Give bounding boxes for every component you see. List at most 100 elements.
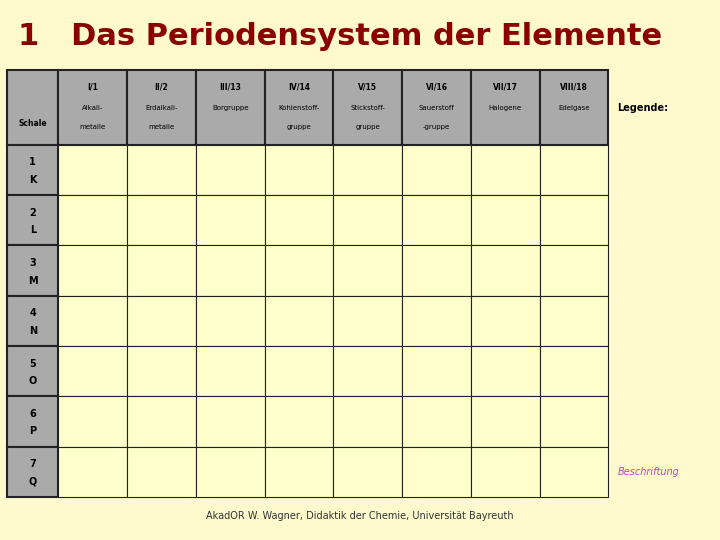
Bar bbox=[471, 447, 539, 497]
Bar bbox=[539, 245, 608, 296]
Bar bbox=[333, 396, 402, 447]
Bar bbox=[58, 447, 127, 497]
Bar bbox=[264, 245, 333, 296]
Text: Borgruppe: Borgruppe bbox=[212, 105, 248, 111]
Bar bbox=[539, 195, 608, 245]
Bar bbox=[264, 145, 333, 195]
Bar bbox=[58, 70, 127, 145]
Bar bbox=[402, 346, 471, 396]
Bar bbox=[196, 447, 264, 497]
Text: metalle: metalle bbox=[79, 124, 106, 130]
Text: 1: 1 bbox=[30, 158, 36, 167]
Bar bbox=[196, 346, 264, 396]
Text: VII/17: VII/17 bbox=[492, 82, 518, 91]
Bar bbox=[402, 447, 471, 497]
Bar bbox=[333, 145, 402, 195]
Text: N: N bbox=[29, 326, 37, 336]
Text: gruppe: gruppe bbox=[356, 124, 380, 130]
Bar bbox=[196, 396, 264, 447]
Bar bbox=[539, 296, 608, 346]
Text: 4: 4 bbox=[30, 308, 36, 318]
Text: 3: 3 bbox=[30, 258, 36, 268]
Bar bbox=[58, 296, 127, 346]
Bar bbox=[264, 346, 333, 396]
Bar bbox=[127, 245, 196, 296]
Bar bbox=[471, 70, 539, 145]
Bar bbox=[402, 245, 471, 296]
Bar bbox=[58, 245, 127, 296]
Bar bbox=[7, 296, 58, 346]
Bar bbox=[127, 296, 196, 346]
Text: 5: 5 bbox=[30, 359, 36, 369]
Bar bbox=[333, 70, 402, 145]
Bar bbox=[196, 245, 264, 296]
Bar bbox=[333, 195, 402, 245]
Bar bbox=[58, 195, 127, 245]
Text: K: K bbox=[29, 175, 37, 185]
Bar bbox=[58, 145, 127, 195]
Bar bbox=[471, 145, 539, 195]
Bar bbox=[402, 70, 471, 145]
Bar bbox=[539, 396, 608, 447]
Text: metalle: metalle bbox=[148, 124, 174, 130]
Bar bbox=[471, 245, 539, 296]
Bar bbox=[127, 145, 196, 195]
Bar bbox=[7, 396, 58, 447]
Bar bbox=[333, 296, 402, 346]
Text: V/15: V/15 bbox=[359, 82, 377, 91]
Bar bbox=[7, 245, 58, 296]
Bar bbox=[539, 70, 608, 145]
Bar bbox=[7, 346, 58, 396]
Text: VI/16: VI/16 bbox=[426, 82, 448, 91]
Text: -gruppe: -gruppe bbox=[423, 124, 450, 130]
Bar bbox=[471, 346, 539, 396]
Text: M: M bbox=[28, 275, 37, 286]
Bar bbox=[264, 70, 333, 145]
Bar bbox=[196, 145, 264, 195]
Bar bbox=[539, 145, 608, 195]
Text: IV/14: IV/14 bbox=[288, 82, 310, 91]
Bar bbox=[333, 346, 402, 396]
Bar bbox=[196, 70, 264, 145]
Bar bbox=[7, 447, 58, 497]
Text: Erdalkali-: Erdalkali- bbox=[145, 105, 178, 111]
Bar bbox=[127, 396, 196, 447]
Text: I/1: I/1 bbox=[87, 82, 98, 91]
Bar bbox=[7, 195, 58, 245]
Text: Legende:: Legende: bbox=[618, 103, 669, 112]
Bar bbox=[471, 195, 539, 245]
Bar bbox=[58, 346, 127, 396]
Text: Alkali-: Alkali- bbox=[82, 105, 104, 111]
Text: Halogene: Halogene bbox=[489, 105, 522, 111]
Bar bbox=[264, 447, 333, 497]
Text: Kohlenstoff-: Kohlenstoff- bbox=[279, 105, 320, 111]
Bar bbox=[333, 245, 402, 296]
Text: Sauerstoff: Sauerstoff bbox=[418, 105, 454, 111]
Bar bbox=[127, 70, 196, 145]
Text: VIII/18: VIII/18 bbox=[560, 82, 588, 91]
Bar bbox=[264, 296, 333, 346]
Text: III/13: III/13 bbox=[220, 82, 241, 91]
Text: AkadOR W. Wagner, Didaktik der Chemie, Universität Bayreuth: AkadOR W. Wagner, Didaktik der Chemie, U… bbox=[206, 511, 514, 521]
Text: Beschriftung: Beschriftung bbox=[618, 467, 679, 477]
Bar bbox=[264, 195, 333, 245]
Text: 6: 6 bbox=[30, 409, 36, 419]
Bar bbox=[471, 296, 539, 346]
Text: 7: 7 bbox=[30, 459, 36, 469]
Text: Stickstoff-: Stickstoff- bbox=[351, 105, 385, 111]
Bar bbox=[539, 447, 608, 497]
Bar bbox=[127, 346, 196, 396]
Text: II/2: II/2 bbox=[155, 82, 168, 91]
Text: 1   Das Periodensystem der Elemente: 1 Das Periodensystem der Elemente bbox=[18, 22, 662, 51]
Text: Q: Q bbox=[29, 477, 37, 487]
Bar bbox=[402, 296, 471, 346]
Bar bbox=[264, 396, 333, 447]
Text: Schale: Schale bbox=[19, 119, 47, 129]
Bar bbox=[127, 195, 196, 245]
Bar bbox=[127, 447, 196, 497]
Bar bbox=[402, 396, 471, 447]
Bar bbox=[333, 447, 402, 497]
Bar bbox=[7, 145, 58, 195]
Text: 2: 2 bbox=[30, 208, 36, 218]
Bar bbox=[471, 396, 539, 447]
